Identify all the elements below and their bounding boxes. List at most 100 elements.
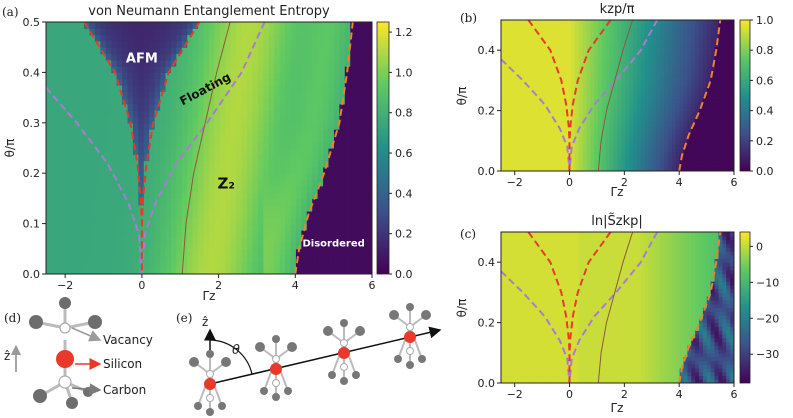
heatmap-cell bbox=[543, 114, 549, 119]
heatmap-cell bbox=[512, 42, 518, 48]
heatmap-cell bbox=[563, 87, 568, 93]
heatmap-cell bbox=[664, 114, 669, 119]
heatmap-cell bbox=[366, 217, 372, 225]
heatmap-cell bbox=[598, 23, 603, 29]
heatmap-cell bbox=[350, 148, 357, 155]
heatmap-cell bbox=[165, 122, 172, 130]
heatmap-cell bbox=[339, 66, 346, 73]
heatmap-cell bbox=[508, 42, 514, 48]
heatmap-cell bbox=[656, 99, 661, 104]
heatmap-cell bbox=[563, 53, 568, 59]
heatmap-cell bbox=[312, 28, 319, 36]
heatmap-cell bbox=[508, 84, 514, 89]
heatmap-cell bbox=[598, 27, 603, 32]
heatmap-cell bbox=[547, 23, 553, 29]
heatmap-cell bbox=[702, 140, 708, 146]
heatmap-cell bbox=[543, 167, 549, 171]
heatmap-cell bbox=[617, 163, 622, 168]
heatmap-cell bbox=[691, 61, 696, 66]
heatmap-cell bbox=[547, 65, 553, 70]
heatmap-cell bbox=[51, 122, 58, 130]
heatmap-cell bbox=[170, 47, 177, 55]
heatmap-cell bbox=[667, 76, 673, 82]
heatmap-cell bbox=[656, 57, 661, 63]
heatmap-cell bbox=[361, 179, 368, 187]
heatmap-cell bbox=[333, 179, 340, 187]
heatmap-cell bbox=[532, 38, 537, 44]
heatmap-cell bbox=[355, 173, 362, 181]
heatmap-cell bbox=[629, 144, 634, 149]
heatmap-cell bbox=[328, 223, 335, 231]
heatmap-cell bbox=[656, 31, 661, 36]
heatmap-cell bbox=[306, 122, 313, 130]
heatmap-cell bbox=[617, 106, 622, 112]
heatmap-cell bbox=[621, 118, 626, 123]
heatmap-cell bbox=[160, 160, 167, 168]
heatmap-cell bbox=[582, 87, 588, 93]
heatmap-cell bbox=[67, 34, 74, 42]
heatmap-cell bbox=[609, 163, 615, 168]
heatmap-cell bbox=[165, 85, 172, 92]
heatmap-cell bbox=[187, 116, 194, 124]
heatmap-cell bbox=[605, 167, 611, 171]
heatmap-cell bbox=[625, 114, 630, 119]
colorbar-tick-label: 0.8 bbox=[756, 44, 774, 57]
heatmap-cell bbox=[718, 103, 723, 108]
heatmap-cell bbox=[710, 53, 716, 59]
heatmap-cell bbox=[718, 50, 723, 55]
heatmap-cell bbox=[679, 46, 685, 51]
heatmap-cell bbox=[699, 27, 704, 32]
heatmap-cell bbox=[664, 137, 669, 142]
heatmap-cell bbox=[683, 61, 688, 66]
heatmap-cell bbox=[563, 76, 568, 82]
heatmap-cell bbox=[501, 72, 506, 78]
heatmap-cell bbox=[138, 154, 145, 162]
heatmap-cell bbox=[73, 192, 80, 199]
heatmap-cell bbox=[279, 148, 286, 155]
heatmap-cell bbox=[46, 173, 53, 181]
heatmap-cell bbox=[51, 47, 58, 55]
heatmap-cell bbox=[504, 326, 510, 331]
heatmap-cell bbox=[209, 242, 216, 250]
heatmap-cell bbox=[274, 236, 281, 244]
heatmap-cell bbox=[170, 223, 177, 231]
heatmap-cell bbox=[660, 95, 665, 100]
heatmap-cell bbox=[574, 69, 580, 74]
heatmap-cell bbox=[290, 192, 297, 199]
heatmap-cell bbox=[317, 85, 324, 92]
heatmap-cell bbox=[555, 144, 560, 149]
heatmap-cell bbox=[230, 173, 237, 181]
heatmap-cell bbox=[219, 148, 226, 155]
heatmap-cell bbox=[656, 159, 661, 165]
heatmap-cell bbox=[306, 261, 313, 269]
heatmap-cell bbox=[551, 137, 556, 142]
heatmap-cell bbox=[656, 69, 661, 74]
heatmap-cell bbox=[170, 192, 177, 199]
heatmap-cell bbox=[100, 59, 107, 67]
heatmap-cell bbox=[132, 198, 139, 206]
heatmap-cell bbox=[236, 160, 243, 168]
heatmap-cell bbox=[590, 114, 595, 119]
heatmap-cell bbox=[625, 27, 630, 32]
heatmap-cell bbox=[528, 125, 533, 131]
heatmap-cell bbox=[100, 211, 107, 218]
heatmap-cell bbox=[671, 140, 677, 146]
heatmap-cell bbox=[295, 160, 302, 168]
heatmap-cell bbox=[547, 91, 553, 97]
heatmap-cell bbox=[56, 91, 63, 99]
heatmap-cell bbox=[679, 84, 685, 89]
heatmap-cell bbox=[203, 78, 210, 86]
heatmap-cell bbox=[132, 211, 139, 218]
heatmap-cell bbox=[691, 65, 696, 70]
heatmap-cell bbox=[247, 148, 254, 155]
heatmap-cell bbox=[192, 204, 199, 212]
heatmap-cell bbox=[551, 106, 556, 112]
heatmap-cell bbox=[100, 223, 107, 231]
heatmap-cell bbox=[138, 236, 145, 244]
heatmap-cell bbox=[664, 23, 669, 29]
heatmap-cell bbox=[84, 34, 91, 42]
heatmap-cell bbox=[225, 103, 232, 111]
heatmap-cell bbox=[671, 114, 677, 119]
heatmap-cell bbox=[295, 129, 302, 136]
heatmap-cell bbox=[274, 110, 281, 118]
